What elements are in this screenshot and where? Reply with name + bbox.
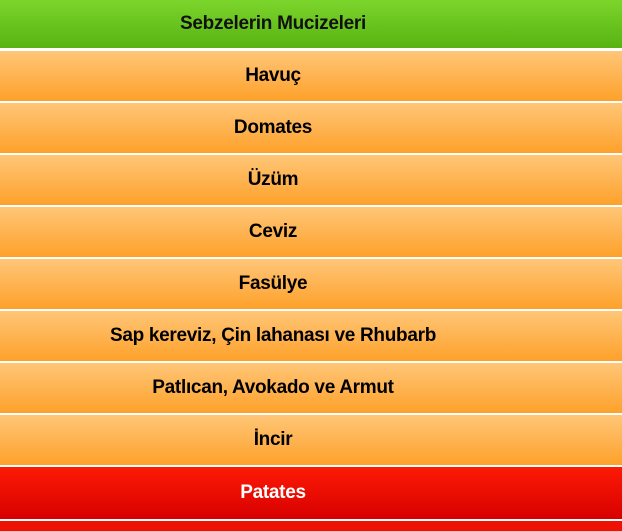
menu-item-fasulye[interactable]: Fasülye <box>0 259 622 309</box>
menu-item-label: Havuç <box>245 65 301 86</box>
menu-item-havuc[interactable]: Havuç <box>0 51 622 101</box>
menu-item-label: Patlıcan, Avokado ve Armut <box>152 377 394 398</box>
menu-item-ceviz[interactable]: Ceviz <box>0 207 622 257</box>
menu-item-patlican[interactable]: Patlıcan, Avokado ve Armut <box>0 363 622 413</box>
menu-header: Sebzelerin Mucizeleri <box>0 0 622 48</box>
menu-item-label: Sap kereviz, Çin lahanası ve Rhubarb <box>109 325 437 346</box>
menu-item-sap-kereviz[interactable]: Sap kereviz, Çin lahanası ve Rhubarb <box>0 311 622 361</box>
menu-item-incir[interactable]: İncir <box>0 415 622 465</box>
menu-item-label: Fasülye <box>238 273 308 294</box>
menu-item-label: Ceviz <box>248 221 298 242</box>
menu-item-label: İncir <box>253 429 293 450</box>
menu-item-label: Patates <box>240 482 306 503</box>
menu-item-domates[interactable]: Domates <box>0 103 622 153</box>
menu-title: Sebzelerin Mucizeleri <box>180 13 366 34</box>
menu-item-patates[interactable]: Patates <box>0 467 622 519</box>
menu-item-label: Domates <box>233 117 313 138</box>
menu-item-uzum[interactable]: Üzüm <box>0 155 622 205</box>
next-item-edge <box>0 521 622 531</box>
menu-item-label: Üzüm <box>247 169 299 190</box>
